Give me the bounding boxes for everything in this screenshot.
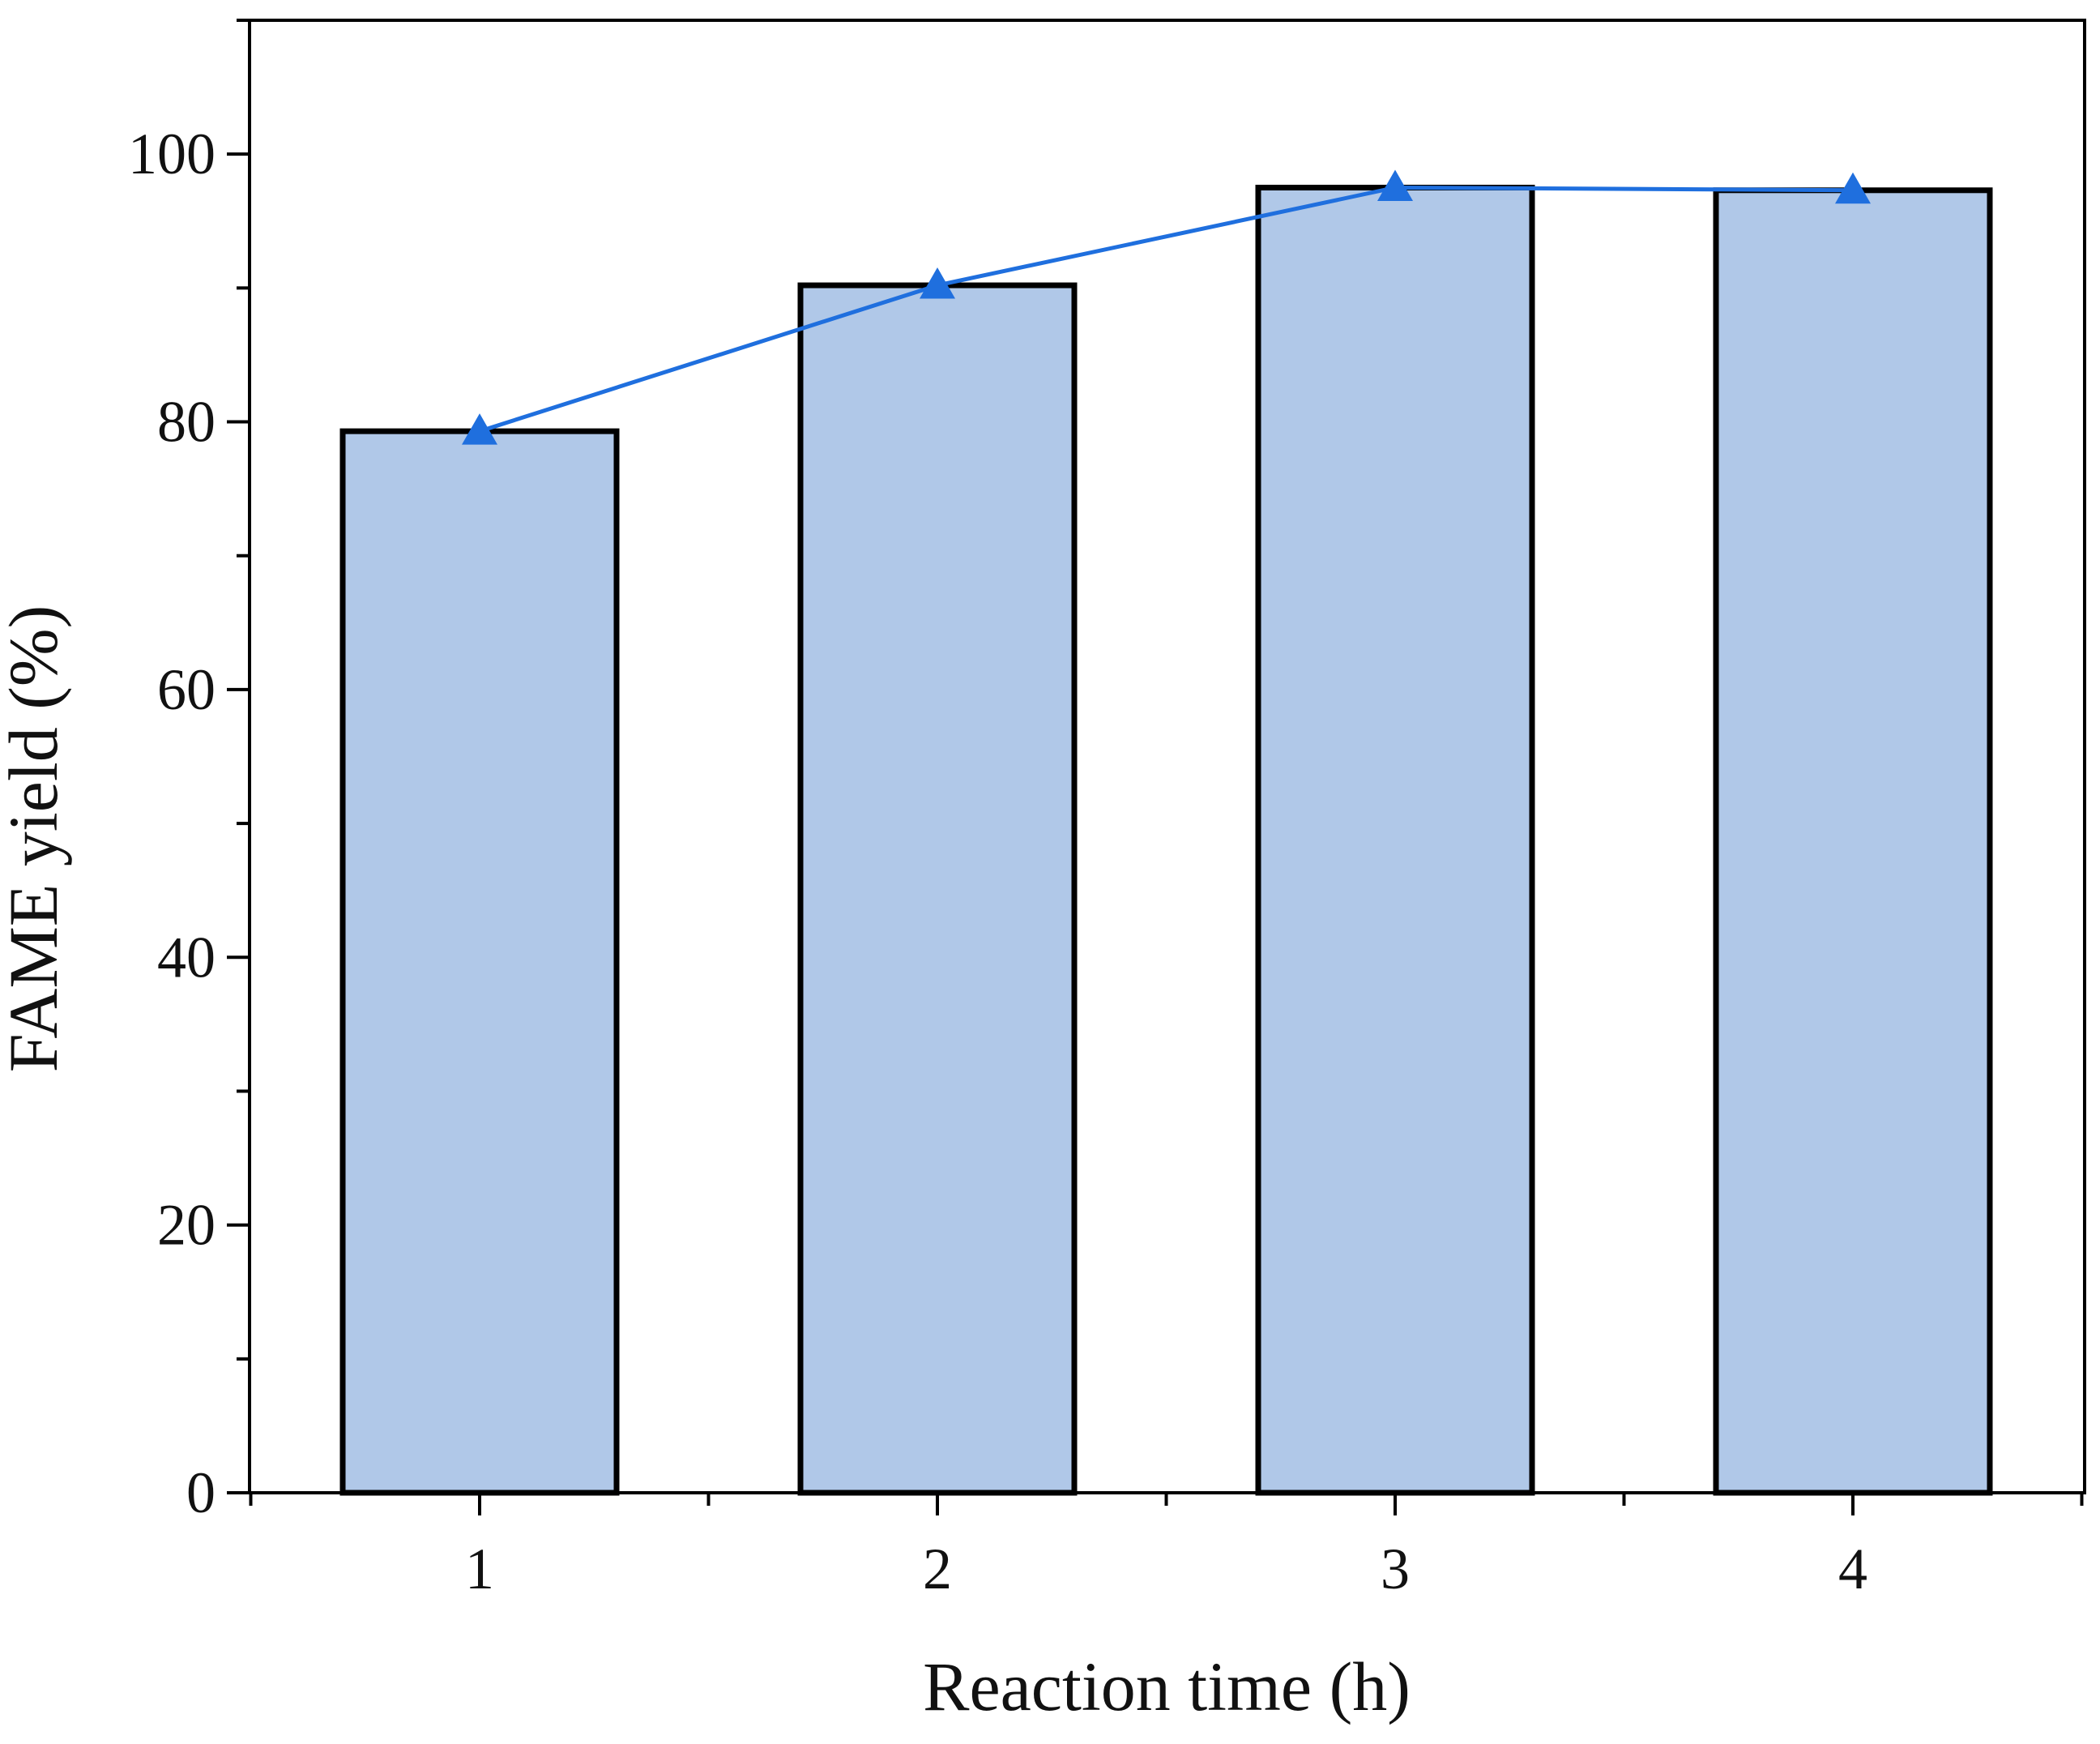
y-axis-title: FAME yield (%) [0,605,72,1072]
bar-2 [797,282,1078,1496]
x-tick-label-4: 4 [1838,1537,1867,1601]
y-tick-label-80: 80 [157,390,216,455]
triangle-marker-3 [1377,169,1413,201]
y-tick-label-60: 60 [157,657,216,722]
triangle-marker-2 [920,267,955,299]
x-tick-label-3: 3 [1381,1537,1410,1601]
x-tick-label-1: 1 [465,1537,494,1601]
bars-layer [339,184,1993,1496]
bar-3 [1255,184,1535,1496]
bar-4 [1713,187,1993,1496]
triangle-marker-1 [462,413,497,445]
line-layer [462,169,1871,445]
series-line [479,185,1854,434]
triangle-marker-4 [1835,172,1871,204]
y-tick-label-40: 40 [157,925,216,990]
x-axis-title: Reaction time (h) [923,1648,1411,1725]
y-tick-label-0: 0 [186,1460,216,1525]
y-tick-label-100: 100 [128,122,216,186]
y-tick-label-20: 20 [157,1193,216,1258]
x-tick-label-2: 2 [923,1537,952,1601]
axes-layer: 0 20 40 60 80 100 1 2 3 4 [128,19,2084,1601]
bar-1 [339,428,620,1496]
